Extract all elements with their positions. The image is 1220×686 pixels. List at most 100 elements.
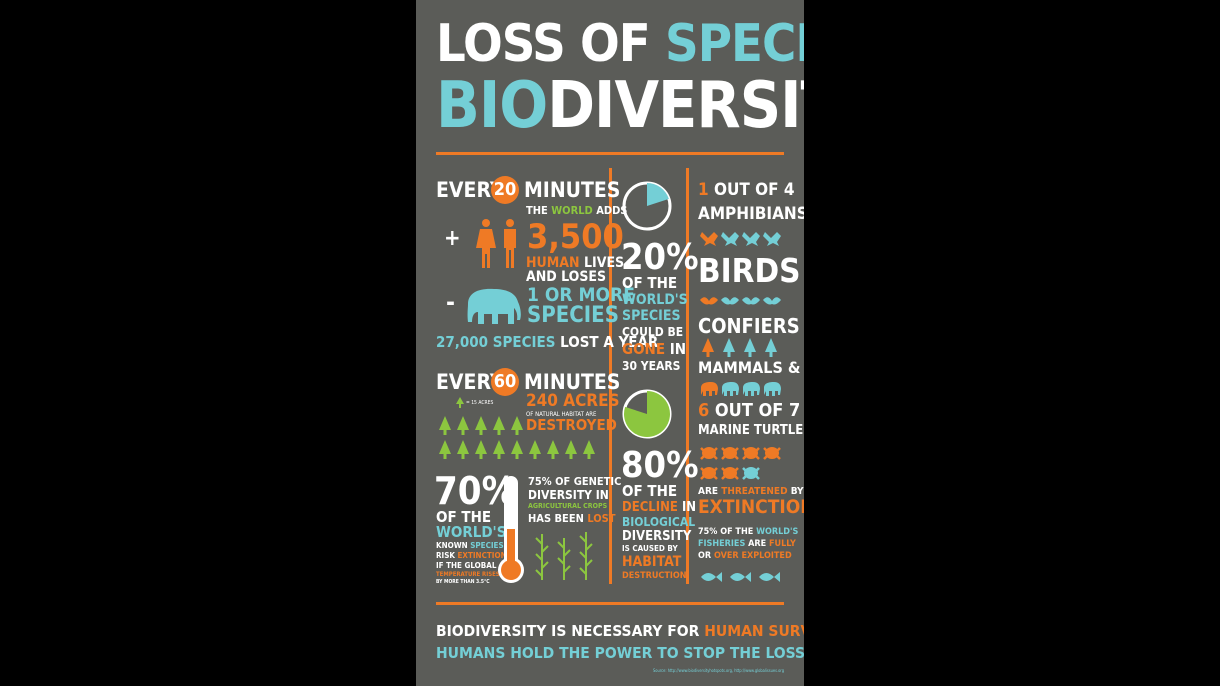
known-text: KNOWN	[436, 541, 468, 550]
elephant-icon	[701, 382, 718, 396]
footer-necessary-text: BIODIVERSITY IS NECESSARY FOR	[436, 622, 705, 640]
one-text: 1	[698, 180, 709, 200]
mid-decline-in: DECLINE IN	[622, 501, 696, 514]
mid-species: SPECIES	[622, 308, 681, 324]
by-text: BY	[790, 486, 804, 497]
tree-icon	[565, 440, 577, 459]
turtle-icon	[744, 447, 758, 459]
frog-icon	[763, 232, 781, 246]
conifer-icon	[723, 338, 735, 357]
frog-icon	[742, 232, 760, 246]
tree-icon	[475, 416, 487, 435]
mid-gone-in: GONE IN	[622, 342, 686, 357]
bird-icons	[700, 297, 781, 305]
risk-extinction-text: RISK EXTINCTION	[436, 552, 507, 560]
minus-sign: -	[446, 288, 455, 316]
conifer-icon	[702, 338, 714, 357]
extinction-small-text: EXTINCTION	[457, 551, 507, 560]
mid-worlds: WORLD'S	[622, 292, 688, 308]
lost-text: LOST	[587, 512, 616, 525]
frog-icon	[721, 232, 739, 246]
by-more-text: BY MORE THAN 3.5°C	[436, 579, 490, 585]
mid-destruction: DESTRUCTION	[622, 571, 687, 581]
title-diversity: DIVERSITY	[547, 69, 804, 143]
marine-turtles-text: MARINE TURTLES	[698, 423, 804, 438]
frog-icon	[700, 232, 718, 246]
species-small-text: SPECIES	[470, 541, 504, 550]
out-of-7-text: OUT OF 7	[714, 400, 801, 421]
turtle-flipper	[700, 447, 718, 460]
turtle-flipper	[742, 447, 760, 460]
tree-icon	[439, 416, 451, 435]
if-global-text: IF THE GLOBAL	[436, 561, 497, 570]
tree-icon	[439, 440, 451, 459]
conifer-icon	[765, 338, 777, 357]
species-text: SPECIES	[527, 303, 619, 328]
frog-icons	[700, 232, 781, 246]
confiers-text: CONFIERS	[698, 314, 800, 338]
title-line-1: LOSS OF SPECIES	[436, 18, 804, 70]
mid-of-the: OF THE	[622, 274, 678, 292]
turtle-flipper	[763, 447, 781, 460]
mid-of-the-2: OF THE	[622, 482, 678, 500]
worlds-text: WORLD'S	[436, 523, 507, 541]
75-percent-text: 75% OF THE	[698, 527, 754, 537]
fisheries-line-1: 75% OF THE WORLD'S	[698, 528, 798, 537]
tree-icon	[493, 440, 505, 459]
conifer-icons	[702, 338, 777, 357]
tree-icon	[511, 416, 523, 435]
stopwatch-icon: 20	[491, 176, 519, 204]
bird-icon	[763, 297, 781, 305]
tree-grid	[439, 416, 595, 459]
divider-top	[436, 152, 784, 155]
pie-chart-20-icon	[622, 181, 672, 231]
the-text: THE	[526, 204, 548, 217]
turtle-flipper	[742, 467, 760, 480]
pie-slice	[624, 391, 670, 437]
temperature-rises-text: TEMPERATURE RISES	[436, 571, 500, 578]
known-species-text: KNOWN SPECIES	[436, 542, 504, 550]
agri-crops-text: AGRICULTURAL CROPS	[528, 502, 608, 510]
divider-vertical-left	[609, 168, 612, 584]
world-text: WORLD	[551, 204, 593, 217]
adds-text: ADDS	[596, 204, 628, 217]
20-percent: 20%	[621, 237, 699, 278]
pie-chart-80-icon	[622, 389, 672, 439]
are-fish-text: ARE	[748, 539, 767, 549]
tree-icon	[511, 440, 523, 459]
every-20-label: EVERY	[436, 178, 504, 202]
tree-icon	[493, 416, 505, 435]
mid-diversity: DIVERSITY	[622, 529, 692, 544]
240-acres-text: 240 ACRES	[526, 391, 620, 411]
of-the-text: OF THE	[436, 508, 492, 526]
minutes-60-label: MINUTES	[524, 370, 621, 394]
elephant-icon	[743, 382, 760, 396]
elephant-icon	[764, 382, 781, 396]
turtle-flipper	[721, 467, 739, 480]
pie-slice	[647, 183, 669, 206]
and-loses-text: AND LOSES	[526, 269, 607, 285]
tree-icon	[547, 440, 559, 459]
human-text: HUMAN	[526, 255, 580, 271]
six-text: 6	[698, 400, 710, 421]
divider-vertical-right	[686, 168, 689, 584]
mid-habitat: HABITAT	[622, 554, 682, 570]
over-exploited-text: OVER EXPLOITED	[713, 551, 792, 561]
80-percent: 80%	[621, 445, 699, 486]
destroyed-text: DESTROYED	[526, 416, 617, 434]
title-bio: BIO	[436, 69, 548, 143]
tree-icon	[457, 440, 469, 459]
27000-species-text: 27,000 SPECIES	[436, 333, 556, 351]
footer-human-survival-text: HUMAN SURVIVAL	[704, 622, 804, 640]
tree-key-icon	[456, 397, 464, 408]
fisheries-text: FISHERIES	[698, 539, 746, 549]
out-of-4-text: OUT OF 4	[713, 180, 795, 200]
elephant-icon	[722, 382, 739, 396]
tree-icon	[475, 440, 487, 459]
title-loss-of: LOSS OF	[436, 14, 666, 74]
mid-caused-by: IS CAUSED BY	[622, 544, 678, 553]
mammals-text: MAMMALS &	[698, 358, 801, 377]
people-icon	[476, 219, 516, 268]
mid-biological: BIOLOGICAL	[622, 515, 696, 529]
turtle-icon	[744, 467, 758, 479]
